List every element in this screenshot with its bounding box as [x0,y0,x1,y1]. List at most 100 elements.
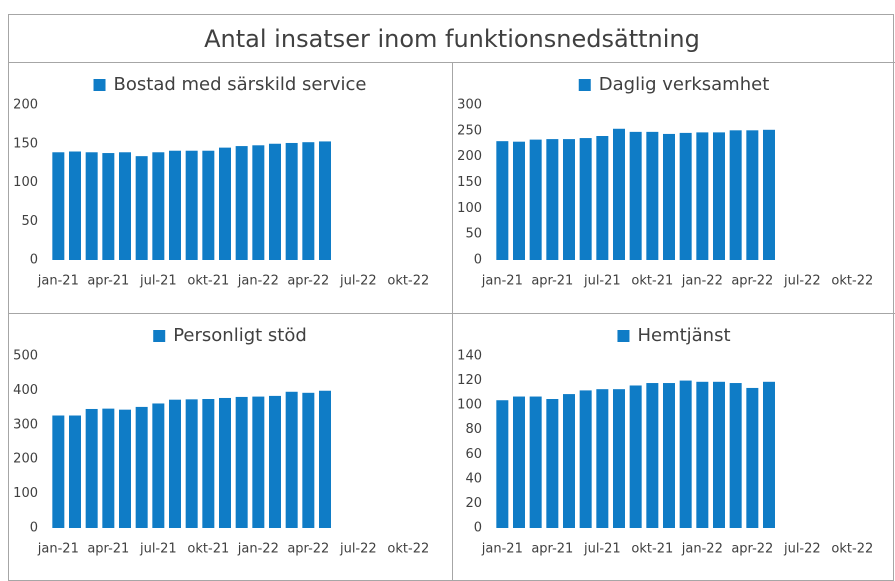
x-tick-label: jul-21 [583,274,621,289]
y-tick-label: 400 [13,383,38,398]
x-tick-label: jul-21 [139,542,177,557]
bar [579,390,592,528]
bar [135,156,148,260]
x-tick-label: jan-21 [37,542,79,557]
bar [119,409,131,528]
y-tick-label: 300 [457,98,482,113]
bar [713,132,725,260]
bar [135,406,148,528]
bar [679,132,692,260]
bar [69,151,81,260]
legend-swatch [93,79,106,91]
x-tick-label: apr-22 [731,542,773,557]
bar [696,381,709,528]
y-tick-label: 0 [30,253,38,268]
bar [302,392,315,528]
legend-label: Hemtjänst [637,325,730,346]
bar [319,141,331,260]
x-tick-label: jul-22 [783,274,821,289]
x-tick-label: apr-21 [87,274,129,289]
y-tick-label: 20 [465,496,482,511]
bar [563,394,575,528]
bar [85,152,98,260]
x-tick-label: okt-21 [631,274,673,289]
bar [119,152,131,260]
x-tick-label: okt-22 [387,274,429,289]
x-tick-label: jul-22 [339,542,377,557]
bar [202,399,215,528]
bar [269,143,281,260]
y-tick-label: 500 [13,349,38,364]
legend-swatch [617,330,630,342]
bar [252,145,265,260]
y-tick-label: 250 [457,123,482,138]
x-tick-label: apr-21 [531,542,573,557]
legend-swatch [578,79,591,91]
y-tick-label: 150 [457,175,482,190]
x-tick-label: jan-22 [237,542,279,557]
bar [629,385,642,528]
y-tick-label: 100 [13,486,38,501]
x-tick-label: jul-21 [583,542,621,557]
bar [152,152,165,260]
bar [546,139,559,260]
legend-label: Bostad med särskild service [114,74,367,95]
bar [729,130,742,260]
bar [596,389,609,528]
y-tick-label: 140 [457,349,482,364]
x-tick-label: okt-21 [631,542,673,557]
bar [513,396,525,528]
bar [546,399,559,528]
bar [696,132,709,260]
bar [663,383,675,528]
bar [285,391,298,528]
bar [52,152,65,260]
bar [185,150,198,260]
bar [52,415,65,528]
x-tick-label: okt-21 [187,274,229,289]
bar [69,415,81,528]
x-tick-label: okt-22 [831,274,873,289]
x-tick-label: jan-21 [481,542,523,557]
bar [102,153,115,260]
bar [85,408,98,528]
x-tick-label: jul-22 [783,542,821,557]
bar [646,383,659,528]
bar [713,381,725,528]
bar [529,396,542,528]
legend-label: Daglig verksamhet [599,74,770,95]
y-tick-label: 100 [457,201,482,216]
x-tick-label: apr-21 [87,542,129,557]
x-tick-label: okt-21 [187,542,229,557]
y-tick-label: 50 [465,227,482,242]
bar [646,131,659,260]
legend-label: Personligt stöd [173,325,307,346]
bar [746,387,759,528]
bar [513,141,525,260]
x-tick-label: apr-21 [531,274,573,289]
bar [169,150,181,260]
x-tick-label: jul-22 [339,274,377,289]
bar [302,142,315,260]
x-tick-label: apr-22 [287,542,329,557]
bar [613,128,625,260]
bar [613,389,625,528]
bar [563,139,575,260]
bar [319,390,331,528]
bar [252,396,265,528]
x-tick-label: jul-21 [139,274,177,289]
bar [219,147,231,260]
bar [496,141,509,260]
x-tick-label: jan-22 [681,274,723,289]
x-tick-label: okt-22 [831,542,873,557]
bar [235,146,248,260]
y-tick-label: 150 [13,136,38,151]
bar [219,397,231,528]
y-tick-label: 0 [30,521,38,536]
bar [679,380,692,528]
bar [763,129,775,260]
y-tick-label: 60 [465,447,482,462]
y-tick-label: 300 [13,417,38,432]
